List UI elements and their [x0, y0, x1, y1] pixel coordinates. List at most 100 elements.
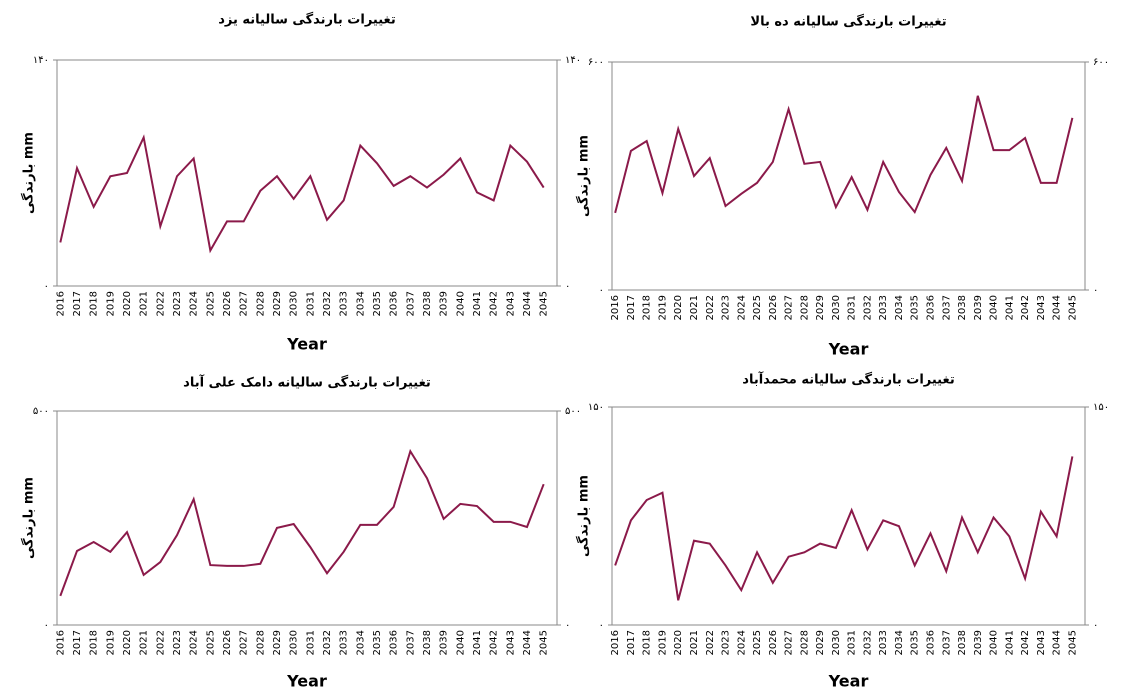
x-tick-label: 2045 [1067, 630, 1078, 655]
x-tick-label: 2016 [55, 630, 66, 655]
x-tick-label: 2042 [489, 630, 500, 655]
x-tick-label: 2037 [405, 291, 416, 316]
x-tick-label: 2025 [205, 291, 216, 316]
x-tick-label: 2031 [305, 291, 316, 316]
chart-title: تغییرات بارندگی سالیانه محمدآباد [742, 371, 954, 388]
x-tick-label: 2017 [626, 630, 637, 655]
x-tick-label: 2032 [322, 630, 333, 655]
x-axis-label: Year [828, 340, 869, 359]
x-tick-label: 2041 [472, 630, 483, 655]
x-tick-label: 2038 [422, 291, 433, 316]
x-tick-label: 2017 [72, 291, 83, 316]
x-tick-label: 2034 [894, 295, 905, 320]
x-tick-label: 2027 [239, 630, 250, 655]
x-tick-label: 2036 [389, 630, 400, 655]
x-tick-label: 2043 [1036, 295, 1047, 320]
plot-frame [56, 410, 558, 626]
y-tick-label: ۰ [599, 620, 604, 631]
plot-frame [56, 59, 558, 287]
x-tick-label: 2019 [657, 295, 668, 320]
x-tick-label: 2037 [405, 630, 416, 655]
y-tick-label: ۱۵۰ [588, 402, 604, 413]
x-tick-label: 2027 [784, 295, 795, 320]
x-tick-label: 2018 [89, 291, 100, 316]
y-axis-label: بارندگی mm [576, 475, 592, 557]
x-tick-label: 2016 [610, 295, 621, 320]
x-tick-label: 2045 [1067, 295, 1078, 320]
x-tick-label: 2019 [657, 630, 668, 655]
x-tick-label: 2030 [289, 291, 300, 316]
x-tick-label: 2033 [878, 630, 889, 655]
x-tick-label: 2032 [322, 291, 333, 316]
x-tick-label: 2034 [355, 630, 366, 655]
x-tick-label: 2033 [339, 291, 350, 316]
x-tick-label: 2045 [539, 630, 550, 655]
x-tick-label: 2033 [878, 295, 889, 320]
x-tick-label: 2019 [105, 291, 116, 316]
x-tick-label: 2028 [799, 295, 810, 320]
line-series [59, 448, 545, 597]
x-tick-label: 2044 [1052, 295, 1063, 320]
x-tick-label: 2032 [862, 630, 873, 655]
plot-frame [611, 61, 1086, 291]
x-tick-label: 2039 [439, 630, 450, 655]
x-tick-label: 2037 [941, 630, 952, 655]
x-tick-label: 2041 [472, 291, 483, 316]
x-tick-label: 2024 [189, 630, 200, 655]
y-tick-label: ۰ [565, 281, 570, 292]
x-tick-label: 2029 [272, 291, 283, 316]
x-tick-label: 2042 [1020, 630, 1031, 655]
chart-title: تغییرات بارندگی سالیانه دامک علی آباد [183, 374, 431, 391]
x-tick-label: 2033 [339, 630, 350, 655]
x-tick-label: 2044 [1052, 630, 1063, 655]
line-series [614, 456, 1074, 601]
x-tick-label: 2041 [1004, 630, 1015, 655]
x-tick-label: 2024 [189, 291, 200, 316]
x-tick-label: 2034 [894, 630, 905, 655]
x-tick-label: 2035 [372, 630, 383, 655]
x-tick-label: 2036 [925, 630, 936, 655]
y-tick-label: ۶۰۰ [588, 57, 604, 68]
chart-title: تغییرات بارندگی سالیانه ده بالا [750, 14, 946, 30]
y-tick-label: ۶۰۰ [1093, 57, 1109, 68]
line-series [59, 134, 545, 254]
x-tick-label: 2044 [522, 291, 533, 316]
y-axis-label: بارندگی mm [21, 477, 37, 559]
x-tick-label: 2039 [973, 630, 984, 655]
y-tick-label: ۱۵۰ [1093, 402, 1109, 413]
x-tick-label: 2021 [689, 295, 700, 320]
x-tick-label: 2026 [222, 630, 233, 655]
x-tick-label: 2042 [489, 291, 500, 316]
y-axis-label: بارندگی mm [576, 135, 592, 217]
x-tick-label: 2016 [55, 291, 66, 316]
x-tick-label: 2038 [957, 295, 968, 320]
x-tick-label: 2024 [736, 295, 747, 320]
x-tick-label: 2031 [847, 630, 858, 655]
x-tick-label: 2031 [305, 630, 316, 655]
x-axis-label: Year [286, 672, 327, 691]
x-tick-label: 2025 [752, 295, 763, 320]
x-tick-label: 2035 [372, 291, 383, 316]
x-tick-label: 2023 [721, 295, 732, 320]
x-tick-label: 2042 [1020, 295, 1031, 320]
y-tick-label: ۱۴۰ [565, 55, 581, 66]
x-tick-label: 2023 [721, 630, 732, 655]
x-axis-label: Year [286, 335, 327, 354]
y-tick-label: ۰ [599, 285, 604, 296]
x-tick-label: 2030 [831, 295, 842, 320]
y-tick-label: ۰ [1093, 285, 1098, 296]
y-tick-label: ۰ [44, 281, 49, 292]
x-tick-label: 2018 [642, 630, 653, 655]
x-tick-label: 2022 [705, 295, 716, 320]
x-tick-label: 2029 [272, 630, 283, 655]
x-tick-label: 2022 [155, 291, 166, 316]
x-tick-label: 2040 [989, 630, 1000, 655]
x-tick-label: 2043 [505, 630, 516, 655]
x-tick-label: 2022 [155, 630, 166, 655]
x-tick-label: 2044 [522, 630, 533, 655]
x-tick-label: 2028 [255, 291, 266, 316]
x-tick-label: 2016 [610, 630, 621, 655]
x-axis-label: Year [828, 672, 869, 691]
x-tick-label: 2026 [222, 291, 233, 316]
chart-title: تغییرات بارندگی سالیانه یزد [218, 12, 396, 28]
